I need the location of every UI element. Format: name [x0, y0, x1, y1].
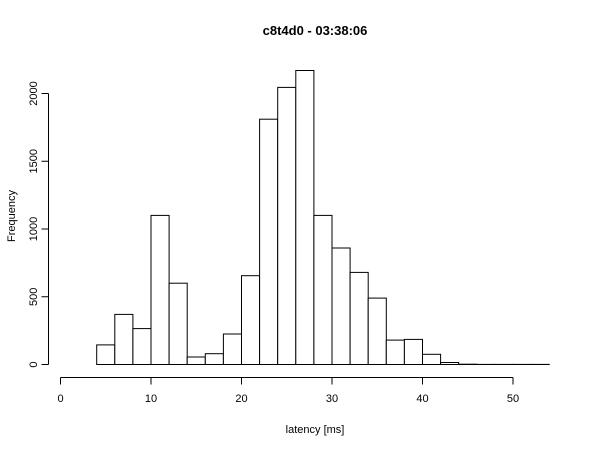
histogram-bar-16 [367, 297, 387, 366]
histogram-bar-12 [295, 70, 315, 365]
histogram-bar-15 [349, 271, 369, 365]
y-axis: 0 500 1000 1500 2000 [28, 81, 49, 368]
chart-title: c8t4d0 - 03:38:06 [263, 23, 368, 38]
y-axis-label: Frequency [6, 190, 18, 242]
x-tick-label-40: 40 [416, 393, 428, 405]
x-tick-label-30: 30 [326, 393, 338, 405]
histogram-bar-8 [222, 333, 242, 365]
x-tick-label-20: 20 [235, 393, 247, 405]
histogram-bar-6 [186, 356, 206, 365]
histogram-bar-5 [168, 282, 188, 366]
histogram-bar-9 [241, 275, 261, 366]
y-tick-label-2000: 2000 [28, 81, 40, 105]
y-tick-label-1000: 1000 [28, 217, 40, 241]
histogram-bar-7 [204, 353, 224, 366]
y-tick-label-0: 0 [28, 361, 40, 367]
x-tick-label-10: 10 [145, 393, 157, 405]
histogram-bar-2 [114, 313, 134, 365]
histogram-bar-20 [440, 362, 460, 365]
histogram-bar-13 [313, 214, 333, 365]
histogram-bar-4 [150, 214, 170, 365]
x-tick-label-50: 50 [507, 393, 519, 405]
histogram-bar-11 [277, 86, 297, 366]
histogram-bar-10 [259, 118, 279, 365]
y-tick-label-1500: 1500 [28, 149, 40, 173]
histogram-bar-1 [96, 344, 116, 365]
bars-group [96, 70, 550, 366]
y-tick-label-500: 500 [28, 288, 40, 306]
histogram-bar-19 [422, 353, 442, 365]
histogram-bar-14 [331, 247, 351, 365]
x-tick-label-0: 0 [57, 393, 63, 405]
histogram-bar-17 [385, 339, 405, 366]
x-axis-label: latency [ms] [286, 424, 345, 436]
histogram-bar-18 [403, 338, 423, 365]
histogram-bar-3 [132, 328, 152, 366]
x-axis: 0 10 20 30 40 50 [57, 377, 519, 405]
